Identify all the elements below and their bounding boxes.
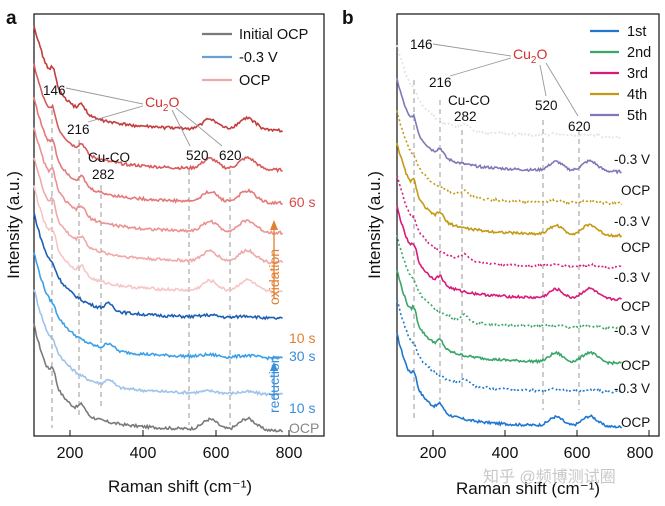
panel-a-side-annotations: 60 s oxidation 10 s 30 s reduction 10 s … xyxy=(266,194,319,436)
spectrum-b-1st-ocp xyxy=(396,332,623,429)
legend-b-2nd: 2nd xyxy=(627,45,651,61)
legend-a-ocp: OCP xyxy=(239,73,270,89)
panel-b-legend: 1st 2nd 3rd 4th 5th xyxy=(590,24,651,124)
spectrum-b-2nd-ocp xyxy=(396,270,622,366)
legend-a-reduction: -0.3 V xyxy=(239,50,278,66)
time-a-10s-ox: 10 s xyxy=(289,330,315,346)
peak-a-216: 216 xyxy=(67,122,90,137)
xlabel-a: Raman shift (cm⁻¹) xyxy=(108,477,252,496)
panel-a-curves xyxy=(33,25,284,433)
xtick-a-200: 200 xyxy=(57,445,84,462)
spectrum-a-ocp-40-s xyxy=(33,96,283,206)
spectrum-a-initial-ocp xyxy=(33,323,284,433)
spectrum-a-ocp-20-s xyxy=(33,157,284,265)
spectrum-b-5th-ocp xyxy=(396,77,622,175)
peak-b-216: 216 xyxy=(429,75,452,90)
panel-a-xaxis: 200 400 600 800 Raman shift (cm⁻¹) xyxy=(57,430,303,496)
panel-a-frame xyxy=(33,13,325,437)
xtick-b-600: 600 xyxy=(564,445,591,462)
cond-b-6: OCP xyxy=(621,299,650,314)
cuco-b-label: Cu-CO xyxy=(448,93,490,108)
legend-b-3rd: 3rd xyxy=(627,66,648,82)
spectrum-b-4th-ocp xyxy=(396,142,623,238)
cond-b-3: -0.3 V xyxy=(614,214,650,229)
panel-b-peak-annotations: 146 216 Cu-CO 282 520 620 Cu2O xyxy=(410,37,591,134)
cu2o-a-label: Cu2O xyxy=(145,94,179,114)
panel-b-peak-lines xyxy=(413,80,580,420)
xtick-b-400: 400 xyxy=(492,445,519,462)
time-a-60s: 60 s xyxy=(289,194,315,210)
xtick-b-800: 800 xyxy=(627,445,654,462)
panel-a: a Initial OCP -0.3 V OCP 146 216 Cu-CO 2… xyxy=(4,8,325,496)
cu2o-b-leaders xyxy=(432,43,579,117)
cond-b-10: OCP xyxy=(621,415,650,430)
cuco-b-value: 282 xyxy=(454,109,477,124)
oxidation-arrowhead xyxy=(270,220,278,230)
spectrum-a-ocp-50-s xyxy=(33,63,283,174)
cond-b-4: OCP xyxy=(621,240,650,255)
spectrum-b-1st-0-3-v xyxy=(396,299,623,395)
xlabel-b: Raman shift (cm⁻¹) xyxy=(456,479,600,498)
legend-a-initial-ocp: Initial OCP xyxy=(239,27,308,43)
panel-b-condition-labels: -0.3 V OCP -0.3 V OCP -0.3 V OCP -0.3 V … xyxy=(614,152,650,430)
xtick-b-200: 200 xyxy=(420,445,447,462)
spectrum-a-ocp-10-s xyxy=(33,185,284,295)
ylabel-a: Intensity (a.u.) xyxy=(4,171,23,279)
panel-b-letter: b xyxy=(342,8,354,29)
cond-b-7: -0.3 V xyxy=(614,323,650,338)
reduction-label: reduction xyxy=(266,355,282,413)
spectrum-b-2nd-0-3-v xyxy=(396,234,622,331)
cu2o-b-label: Cu2O xyxy=(513,46,547,66)
peak-b-520: 520 xyxy=(535,98,558,113)
panel-b-curves xyxy=(396,44,623,429)
spectrum-b-4th-0-3-v xyxy=(396,110,622,206)
peak-b-146: 146 xyxy=(410,37,433,52)
legend-b-5th: 5th xyxy=(627,108,647,124)
spectrum-a--0-3-v-30-s xyxy=(33,252,283,361)
xtick-a-400: 400 xyxy=(130,445,157,462)
spectrum-a-ocp-30-s xyxy=(33,127,284,236)
panel-b-xaxis: 200 400 600 800 Raman shift (cm⁻¹) xyxy=(420,430,654,498)
cuco-a-label: Cu-CO xyxy=(88,150,130,165)
oxidation-label: oxidation xyxy=(266,249,282,305)
spectrum-a-ocp-60-s xyxy=(33,25,283,133)
reduction-arrowhead xyxy=(270,362,278,371)
ocp-a-bottom: OCP xyxy=(289,420,319,436)
peak-b-620: 620 xyxy=(568,119,591,134)
peak-a-520: 520 xyxy=(186,148,209,163)
ylabel-b: Intensity (a.u.) xyxy=(365,171,384,279)
panel-a-peak-annotations: 146 216 Cu-CO 282 520 620 Cu2O xyxy=(43,83,242,182)
spectrum-b-3rd-0-3-v xyxy=(396,175,623,270)
time-a-10s-red: 10 s xyxy=(289,400,315,416)
cu2o-a-leaders xyxy=(65,87,223,147)
xtick-a-600: 600 xyxy=(203,445,230,462)
panel-a-legend: Initial OCP -0.3 V OCP xyxy=(202,27,308,89)
panel-b-frame xyxy=(396,13,660,437)
peak-a-620: 620 xyxy=(219,148,242,163)
spectrum-a--0-3-v xyxy=(33,212,283,321)
spectrum-b-3rd-ocp xyxy=(396,205,623,302)
time-a-30s-red: 30 s xyxy=(289,348,315,364)
xtick-a-800: 800 xyxy=(276,445,303,462)
cond-b-5: -0.3 V xyxy=(614,270,650,285)
cond-b-1: -0.3 V xyxy=(614,152,650,167)
cond-b-9: -0.3 V xyxy=(614,381,650,396)
spectrum-b-5th-0-3-v xyxy=(396,44,623,140)
legend-b-4th: 4th xyxy=(627,87,647,103)
panel-b: b 1st 2nd 3rd 4th 5th 146 216 Cu xyxy=(342,8,660,498)
legend-b-1st: 1st xyxy=(627,24,646,40)
spectrum-a--0-3-v-10-s xyxy=(33,289,284,397)
cond-b-8: OCP xyxy=(621,358,650,373)
cond-b-2: OCP xyxy=(621,183,650,198)
watermark: 知乎 @频博测试圈 xyxy=(483,468,616,486)
peak-a-146: 146 xyxy=(43,83,66,98)
cuco-a-value: 282 xyxy=(92,167,115,182)
panel-a-letter: a xyxy=(6,8,17,29)
